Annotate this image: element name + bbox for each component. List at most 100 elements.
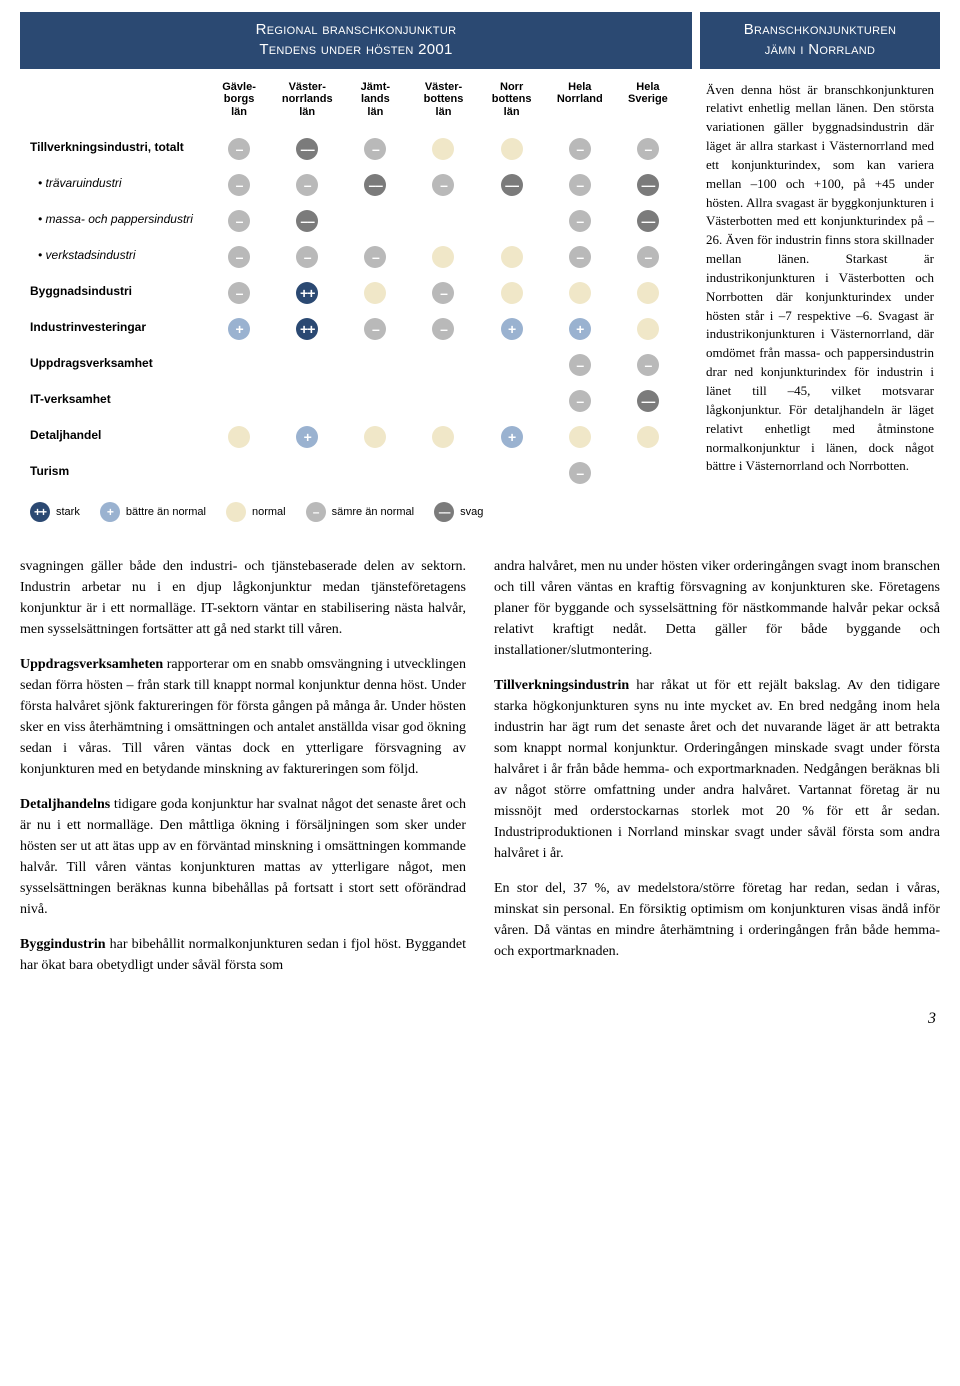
matrix-col-header: Väster- bottens län: [409, 81, 477, 129]
paragraph-text: tidigare goda konjunktur har svalnat någ…: [20, 797, 466, 917]
chart-body: Gävle- borgs länVäster- norrlands länJäm…: [20, 69, 692, 537]
page-number: 3: [0, 1010, 960, 1048]
matrix-cell: –: [205, 170, 273, 200]
matrix-cell: ++: [273, 314, 341, 344]
paragraph-lead: Detaljhandelns: [20, 797, 110, 812]
matrix-cell: [478, 134, 546, 164]
matrix-cell: [273, 458, 341, 488]
matrix-cell: [478, 242, 546, 272]
paragraph-text: andra halvåret, men nu under hösten vike…: [494, 559, 940, 658]
matrix-row-label: • trävaruindustri: [30, 170, 205, 200]
severity-dot-neu: [432, 426, 454, 448]
matrix-cell: [614, 314, 682, 344]
matrix-row-label: Tillverkningsindustri, totalt: [30, 134, 205, 164]
matrix-cell: [409, 350, 477, 380]
matrix-row-label: Industrinvesteringar: [30, 314, 205, 344]
matrix-cell: –: [341, 242, 409, 272]
matrix-cell: [341, 278, 409, 308]
matrix-cell: [614, 278, 682, 308]
severity-dot-neg: –: [306, 502, 326, 522]
severity-dot-neg: –: [569, 246, 591, 268]
severity-dot-neu: [432, 246, 454, 268]
matrix-cell: [205, 350, 273, 380]
severity-dot-neg: –: [569, 390, 591, 412]
matrix-cell: [409, 386, 477, 416]
severity-dot-neu: [432, 138, 454, 160]
severity-dot-neu: [569, 282, 591, 304]
matrix-cell: –: [614, 350, 682, 380]
matrix-cell: –: [205, 242, 273, 272]
matrix-cell: [478, 278, 546, 308]
matrix-cell: [341, 422, 409, 452]
matrix-cell: –: [614, 134, 682, 164]
severity-dot-sneg: ––: [501, 174, 523, 196]
severity-dot-neu: [637, 282, 659, 304]
paragraph-text: svagningen gäller både den industri- och…: [20, 559, 466, 637]
severity-dot-neg: –: [432, 318, 454, 340]
legend-label: svag: [460, 506, 483, 518]
severity-dot-neg: –: [432, 282, 454, 304]
matrix-col-header: Hela Sverige: [614, 81, 682, 129]
matrix-cell: ––: [614, 170, 682, 200]
severity-dot-neg: –: [296, 246, 318, 268]
severity-dot-neg: –: [228, 210, 250, 232]
matrix-cell: –: [273, 242, 341, 272]
matrix-cell: –: [341, 314, 409, 344]
paragraph-text: En stor del, 37 %, av medelstora/större …: [494, 881, 940, 959]
matrix-row-label: Turism: [30, 458, 205, 488]
matrix-row-label: Uppdragsverksamhet: [30, 350, 205, 380]
matrix-cell: +: [273, 422, 341, 452]
severity-dot-neg: –: [569, 138, 591, 160]
paragraph-lead: Uppdragsverksamheten: [20, 657, 163, 672]
severity-dot-sneg: ––: [364, 174, 386, 196]
matrix-cell: –: [546, 206, 614, 236]
matrix-cell: ++: [273, 278, 341, 308]
matrix-cell: +: [546, 314, 614, 344]
matrix-corner: [30, 81, 205, 129]
legend-label: normal: [252, 506, 286, 518]
matrix-cell: [409, 206, 477, 236]
severity-dot-neg: –: [228, 282, 250, 304]
matrix-cell: +: [478, 314, 546, 344]
severity-dot-spos: ++: [296, 318, 318, 340]
matrix-cell: [614, 458, 682, 488]
matrix-cell: ––: [614, 206, 682, 236]
matrix-cell: –: [546, 242, 614, 272]
body-paragraph: Byggindustrin har bibehållit normalkonju…: [20, 934, 466, 976]
matrix-cell: +: [205, 314, 273, 344]
matrix-cell: [409, 422, 477, 452]
sidebar-body: Även denna höst är branschkonjunkturen r…: [700, 69, 940, 483]
severity-dot-spos: ++: [30, 502, 50, 522]
severity-dot-neu: [364, 282, 386, 304]
severity-dot-neu: [364, 426, 386, 448]
severity-dot-neu: [569, 426, 591, 448]
matrix-col-header: Hela Norrland: [546, 81, 614, 129]
matrix-row-label: Detaljhandel: [30, 422, 205, 452]
matrix-table: Gävle- borgs länVäster- norrlands länJäm…: [30, 81, 682, 489]
matrix-cell: –: [614, 242, 682, 272]
sidebar-title-line2: jämn i Norrland: [710, 40, 930, 60]
body-paragraph: En stor del, 37 %, av medelstora/större …: [494, 878, 940, 962]
severity-dot-neu: [501, 138, 523, 160]
paragraph-lead: Byggindustrin: [20, 937, 106, 952]
severity-dot-spos: ++: [296, 282, 318, 304]
severity-dot-sneg: ––: [637, 390, 659, 412]
sidebar-title-line1: Branschkonjunkturen: [710, 20, 930, 40]
paragraph-text: rapporterar om en snabb omsvängning i ut…: [20, 657, 466, 777]
chart-title-line1: Regional branschkonjunktur: [30, 20, 682, 40]
paragraph-text: har råkat ut för ett rejält bakslag. Av …: [494, 678, 940, 861]
severity-dot-pos: +: [501, 318, 523, 340]
legend-label: sämre än normal: [332, 506, 415, 518]
matrix-col-header: Jämt- lands län: [341, 81, 409, 129]
severity-dot-neg: –: [569, 174, 591, 196]
top-section: Regional branschkonjunktur Tendens under…: [0, 0, 960, 536]
severity-dot-neg: –: [432, 174, 454, 196]
matrix-cell: [409, 242, 477, 272]
sidebar-card: Branschkonjunkturen jämn i Norrland Även…: [700, 12, 940, 536]
chart-card: Regional branschkonjunktur Tendens under…: [20, 12, 692, 536]
matrix-cell: [546, 422, 614, 452]
severity-dot-neu: [501, 246, 523, 268]
severity-dot-neg: –: [364, 246, 386, 268]
severity-dot-neu: [228, 426, 250, 448]
matrix-cell: –: [205, 206, 273, 236]
